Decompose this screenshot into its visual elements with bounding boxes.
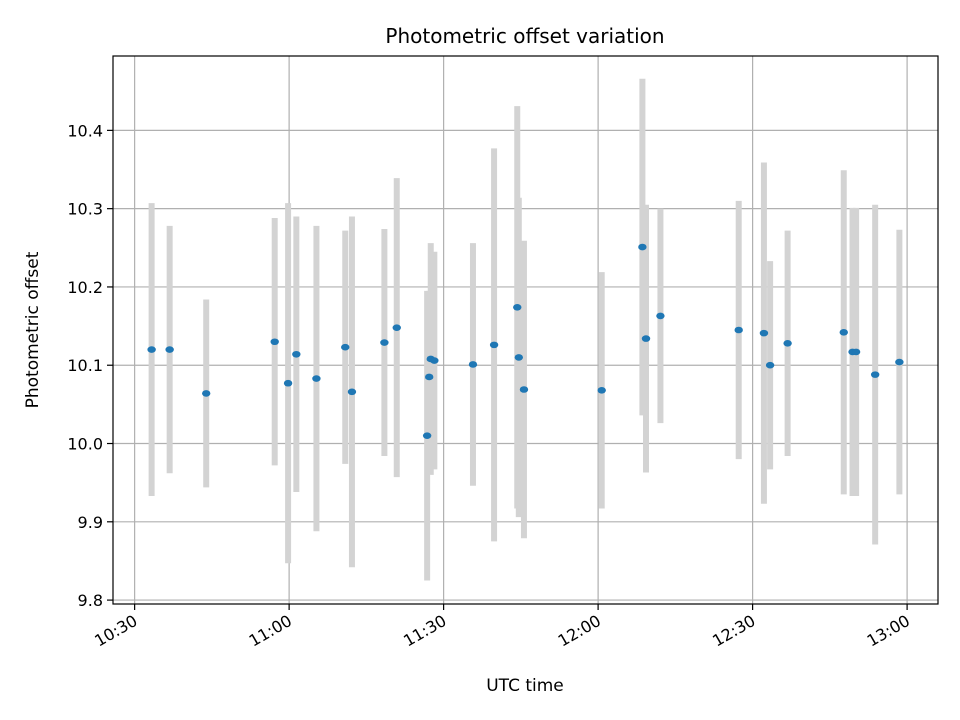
data-point xyxy=(641,335,651,342)
data-point xyxy=(270,338,279,346)
data-point xyxy=(202,390,211,397)
data-point xyxy=(424,373,434,381)
data-point xyxy=(656,312,665,320)
data-point xyxy=(468,361,478,368)
data-point xyxy=(292,350,301,358)
data-point xyxy=(783,340,792,347)
data-point xyxy=(519,386,529,393)
data-point xyxy=(734,326,743,334)
data-point xyxy=(347,388,357,396)
y-tick-label: 10.0 xyxy=(67,435,103,454)
chart-title: Photometric offset variation xyxy=(385,24,664,48)
data-point xyxy=(489,341,499,349)
plot-frame xyxy=(112,55,939,605)
y-axis-ticks: 9.8 9.9 10.0 10.1 10.2 10.3 10.4 xyxy=(67,121,113,610)
data-point xyxy=(851,348,861,356)
y-tick-label: 10.2 xyxy=(67,278,103,297)
data-point xyxy=(870,371,880,378)
data-point xyxy=(283,379,293,387)
data-point xyxy=(513,303,522,311)
y-tick-label: 10.1 xyxy=(67,356,103,375)
y-tick-label: 10.4 xyxy=(67,121,103,140)
y-axis-label: Photometric offset xyxy=(23,251,43,408)
data-point xyxy=(895,358,904,366)
y-tick-label: 9.8 xyxy=(78,591,103,610)
data-point xyxy=(638,243,647,251)
y-tick-label: 10.3 xyxy=(67,200,103,219)
data-point xyxy=(312,375,321,382)
x-axis-label: UTC time xyxy=(486,676,564,696)
data-point xyxy=(597,386,606,394)
data-point xyxy=(514,354,524,361)
data-point xyxy=(165,346,174,353)
data-point xyxy=(765,361,775,369)
data-point xyxy=(422,432,432,439)
data-point xyxy=(430,357,439,364)
data-point xyxy=(759,329,769,337)
y-tick-label: 9.9 xyxy=(78,513,103,532)
data-point xyxy=(147,346,156,353)
data-points xyxy=(147,243,904,439)
data-point xyxy=(341,343,350,351)
data-point xyxy=(380,339,389,346)
data-point xyxy=(839,329,848,336)
data-point xyxy=(392,324,401,331)
